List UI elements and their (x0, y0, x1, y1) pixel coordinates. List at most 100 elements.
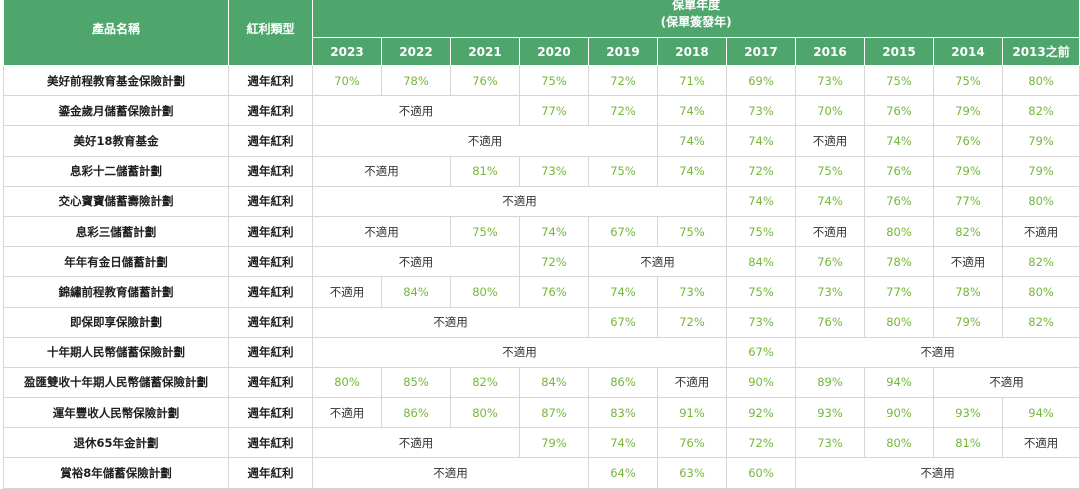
not-applicable-cell: 不適用 (312, 276, 382, 308)
dividend-ratio-cell: 90% (726, 366, 796, 399)
not-applicable-cell: 不適用 (794, 457, 1080, 489)
dividend-ratio-cell: 75% (933, 64, 1003, 97)
dividend-ratio-cell: 91% (657, 397, 727, 429)
dividend-ratio-cell: 80% (1001, 276, 1080, 308)
dividend-ratio-cell: 63% (657, 457, 727, 489)
dividend-ratio-cell: 94% (864, 366, 934, 399)
dividend-ratio-cell: 74% (519, 215, 589, 248)
not-applicable-cell: 不適用 (312, 246, 520, 278)
dividend-ratio-cell: 72% (726, 155, 796, 187)
product-name-cell: 賞裕8年儲蓄保險計劃 (3, 457, 229, 489)
dividend-ratio-cell: 83% (588, 397, 658, 429)
not-applicable-cell: 不適用 (312, 427, 520, 459)
not-applicable-cell: 不適用 (933, 246, 1003, 278)
dividend-ratio-cell: 82% (933, 215, 1003, 248)
dividend-ratio-cell: 67% (588, 306, 658, 338)
dividend-ratio-cell: 80% (312, 366, 382, 399)
product-name-cell: 美好18教育基金 (3, 125, 229, 157)
dividend-ratio-cell: 71% (657, 64, 727, 97)
dividend-type-cell: 週年紅利 (228, 457, 313, 489)
not-applicable-cell: 不適用 (312, 95, 520, 127)
dividend-ratio-cell: 79% (519, 427, 589, 459)
dividend-ratio-cell: 81% (933, 427, 1003, 459)
dividend-ratio-cell: 74% (657, 125, 727, 157)
dividend-ratio-cell: 64% (588, 457, 658, 489)
dividend-ratio-cell: 82% (1001, 246, 1080, 278)
year-header: 2023 (312, 37, 382, 66)
not-applicable-cell: 不適用 (932, 366, 1080, 399)
product-name-cell: 息彩三儲蓄計劃 (3, 215, 229, 248)
dividend-ratio-cell: 75% (657, 215, 727, 248)
dividend-ratio-cell: 73% (726, 306, 796, 338)
dividend-ratio-cell: 76% (657, 427, 727, 459)
dividend-ratio-cell: 69% (726, 64, 796, 97)
dividend-ratio-cell: 76% (795, 246, 865, 278)
dividend-ratio-cell: 80% (864, 306, 934, 338)
dividend-ratio-cell: 76% (864, 95, 934, 127)
dividend-ratio-cell: 89% (795, 366, 865, 399)
table-row: 交心寶寶儲蓄壽險計劃 週年紅利 不適用 74% 74% 76% 77% 80% (3, 185, 1080, 217)
dividend-ratio-cell: 73% (795, 64, 865, 97)
product-name-cell: 息彩十二儲蓄計劃 (3, 155, 229, 187)
dividend-ratio-cell: 82% (1001, 95, 1080, 127)
dividend-ratio-cell: 81% (450, 155, 520, 187)
dividend-ratio-cell: 73% (726, 95, 796, 127)
dividend-ratio-cell: 79% (933, 155, 1003, 187)
product-name-cell: 退休65年金計劃 (3, 427, 229, 459)
dividend-ratio-cell: 73% (795, 427, 865, 459)
year-header: 2018 (657, 37, 727, 66)
dividend-ratio-cell: 73% (519, 155, 589, 187)
product-name-header: 產品名稱 (3, 0, 229, 66)
not-applicable-cell: 不適用 (794, 336, 1080, 368)
dividend-ratio-cell: 78% (864, 246, 934, 278)
dividend-ratio-cell: 75% (726, 276, 796, 308)
table-row: 錦繡前程教育儲蓄計劃 週年紅利 不適用 84% 80% 76% 74% 73% 75% 73% 77… (3, 276, 1080, 308)
dividend-ratio-cell: 73% (795, 276, 865, 308)
dividend-ratio-cell: 80% (450, 397, 520, 429)
product-name-cell: 鎏金歲月儲蓄保險計劃 (3, 95, 229, 127)
dividend-ratio-cell: 82% (450, 366, 520, 399)
dividend-ratio-cell: 74% (588, 276, 658, 308)
dividend-ratio-cell: 93% (933, 397, 1003, 429)
dividend-ratio-cell: 87% (519, 397, 589, 429)
year-header: 2013之前 (1001, 37, 1080, 66)
dividend-ratio-cell: 93% (795, 397, 865, 429)
dividend-ratio-cell: 74% (588, 427, 658, 459)
dividend-type-cell: 週年紅利 (228, 276, 313, 308)
not-applicable-cell: 不適用 (312, 215, 451, 248)
policy-issue-year-subtitle: (保單簽發年) (660, 15, 732, 29)
table-row: 退休65年金計劃 週年紅利 不適用 79% 74% 76% 72% 73% 80% 81% 不適用 (3, 427, 1080, 459)
not-applicable-cell: 不適用 (312, 125, 658, 157)
dividend-ratio-cell: 86% (381, 397, 451, 429)
dividend-ratio-cell: 80% (450, 276, 520, 308)
dividend-ratio-cell: 70% (795, 95, 865, 127)
dividend-ratio-cell: 60% (726, 457, 796, 489)
table-row: 美好18教育基金 週年紅利 不適用 74% 74% 不適用 74% 76% 79% (3, 125, 1080, 157)
dividend-ratio-cell: 79% (933, 306, 1003, 338)
dividend-ratio-cell: 80% (1001, 185, 1080, 217)
dividend-type-cell: 週年紅利 (228, 215, 313, 248)
not-applicable-cell: 不適用 (588, 246, 727, 278)
not-applicable-cell: 不適用 (1001, 215, 1080, 248)
dividend-ratio-cell: 84% (726, 246, 796, 278)
dividend-ratio-cell: 72% (588, 64, 658, 97)
dividend-ratio-cell: 79% (1001, 155, 1080, 187)
dividend-ratio-cell: 77% (933, 185, 1003, 217)
year-header: 2015 (864, 37, 934, 66)
policy-year-group-header: 保單年度 (保單簽發年) (311, 0, 1080, 38)
dividend-ratio-cell: 78% (933, 276, 1003, 308)
dividend-type-cell: 週年紅利 (228, 185, 313, 217)
dividend-ratio-cell: 74% (795, 185, 865, 217)
dividend-ratio-cell: 67% (588, 215, 658, 248)
dividend-ratio-cell: 74% (657, 95, 727, 127)
table-row: 運年豐收人民幣保險計劃 週年紅利 不適用 86% 80% 87% 83% 91% 92% 93% 9… (3, 397, 1080, 429)
dividend-type-cell: 週年紅利 (228, 366, 313, 399)
table-row: 年年有金日儲蓄計劃 週年紅利 不適用 72% 不適用 84% 76% 78% 不適用 82% (3, 246, 1080, 278)
dividend-ratio-cell: 72% (726, 427, 796, 459)
dividend-ratio-cell: 67% (726, 336, 796, 368)
dividend-ratio-cell: 76% (864, 185, 934, 217)
product-name-cell: 十年期人民幣儲蓄保險計劃 (3, 336, 229, 368)
dividend-ratio-cell: 75% (450, 215, 520, 248)
policy-year-title: 保單年度 (672, 0, 721, 12)
dividend-ratio-cell: 82% (1001, 306, 1080, 338)
